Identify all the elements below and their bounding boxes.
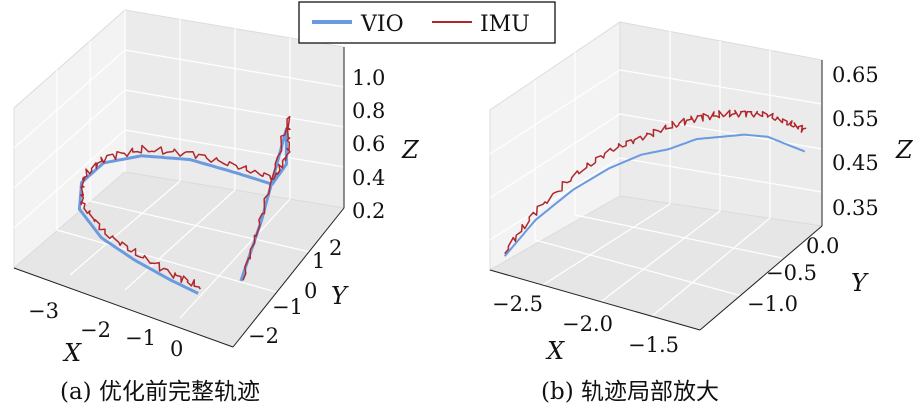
x-axis-line-a	[13, 267, 234, 348]
x-tick-a-2: −1	[125, 326, 156, 350]
series-group-b	[503, 109, 807, 257]
series-group-a	[77, 115, 291, 295]
z-label-b: Z	[895, 136, 914, 164]
y-axis-line-a	[232, 207, 345, 348]
y-label-a: Y	[331, 282, 349, 310]
y-tick-b-1: −0.5	[766, 261, 817, 285]
z-tick-a-2: 0.6	[352, 132, 385, 156]
legend-label-imu: IMU	[480, 12, 530, 37]
z-tick-b-0: 0.35	[832, 196, 879, 220]
y-tick-a-1: −1	[272, 295, 303, 319]
panel-a: −3 −2 −1 0 X −2 −1 0 1 2 Y 0.2 0.4 0.6 0…	[13, 8, 420, 405]
z-tick-b-3: 0.65	[832, 63, 879, 87]
x-tick-a-3: 0	[170, 337, 183, 361]
series-line-vio-b	[503, 133, 806, 257]
y-tick-b-0: −1.0	[747, 292, 798, 316]
legend-label-vio: VIO	[360, 12, 404, 37]
x-tick-b-0: −2.5	[492, 292, 543, 316]
z-tick-a-3: 0.8	[352, 99, 385, 123]
x-tick-b-1: −2.0	[562, 312, 613, 336]
x-tick-a-1: −2	[80, 318, 111, 342]
series-line-imu-b	[504, 109, 807, 255]
y-tick-a-0: −2	[248, 324, 279, 348]
x-label-a: X	[62, 339, 82, 367]
panel-b: −2.5 −2.0 −1.5 X −1.0 −0.5 0.0 Y 0.35 0.…	[488, 21, 914, 405]
caption-a: (a) 优化前完整轨迹	[60, 379, 260, 405]
legend: VIO IMU	[298, 1, 556, 44]
series-line-imu-a	[80, 115, 291, 290]
grid-b	[489, 31, 823, 323]
y-tick-b-2: 0.0	[806, 234, 839, 258]
z-label-a: Z	[401, 136, 420, 164]
y-label-b: Y	[851, 269, 869, 297]
x-axis-line-b	[489, 269, 701, 331]
x-label-b: X	[545, 337, 565, 365]
z-tick-b-1: 0.45	[832, 151, 879, 175]
y-tick-a-2: 0	[304, 279, 317, 303]
y-axis-line-b	[699, 225, 823, 331]
z-tick-a-4: 1.0	[352, 66, 385, 90]
z-tick-a-0: 0.2	[352, 199, 385, 223]
x-tick-a-0: −3	[28, 299, 59, 323]
caption-b: (b) 轨迹局部放大	[541, 379, 719, 405]
x-tick-b-2: −1.5	[628, 333, 679, 357]
y-tick-a-3: 1	[312, 249, 325, 273]
z-tick-a-1: 0.4	[352, 166, 385, 190]
z-tick-b-2: 0.55	[832, 107, 879, 131]
series-line-vio-a	[77, 127, 288, 295]
y-tick-a-4: 2	[329, 236, 342, 260]
